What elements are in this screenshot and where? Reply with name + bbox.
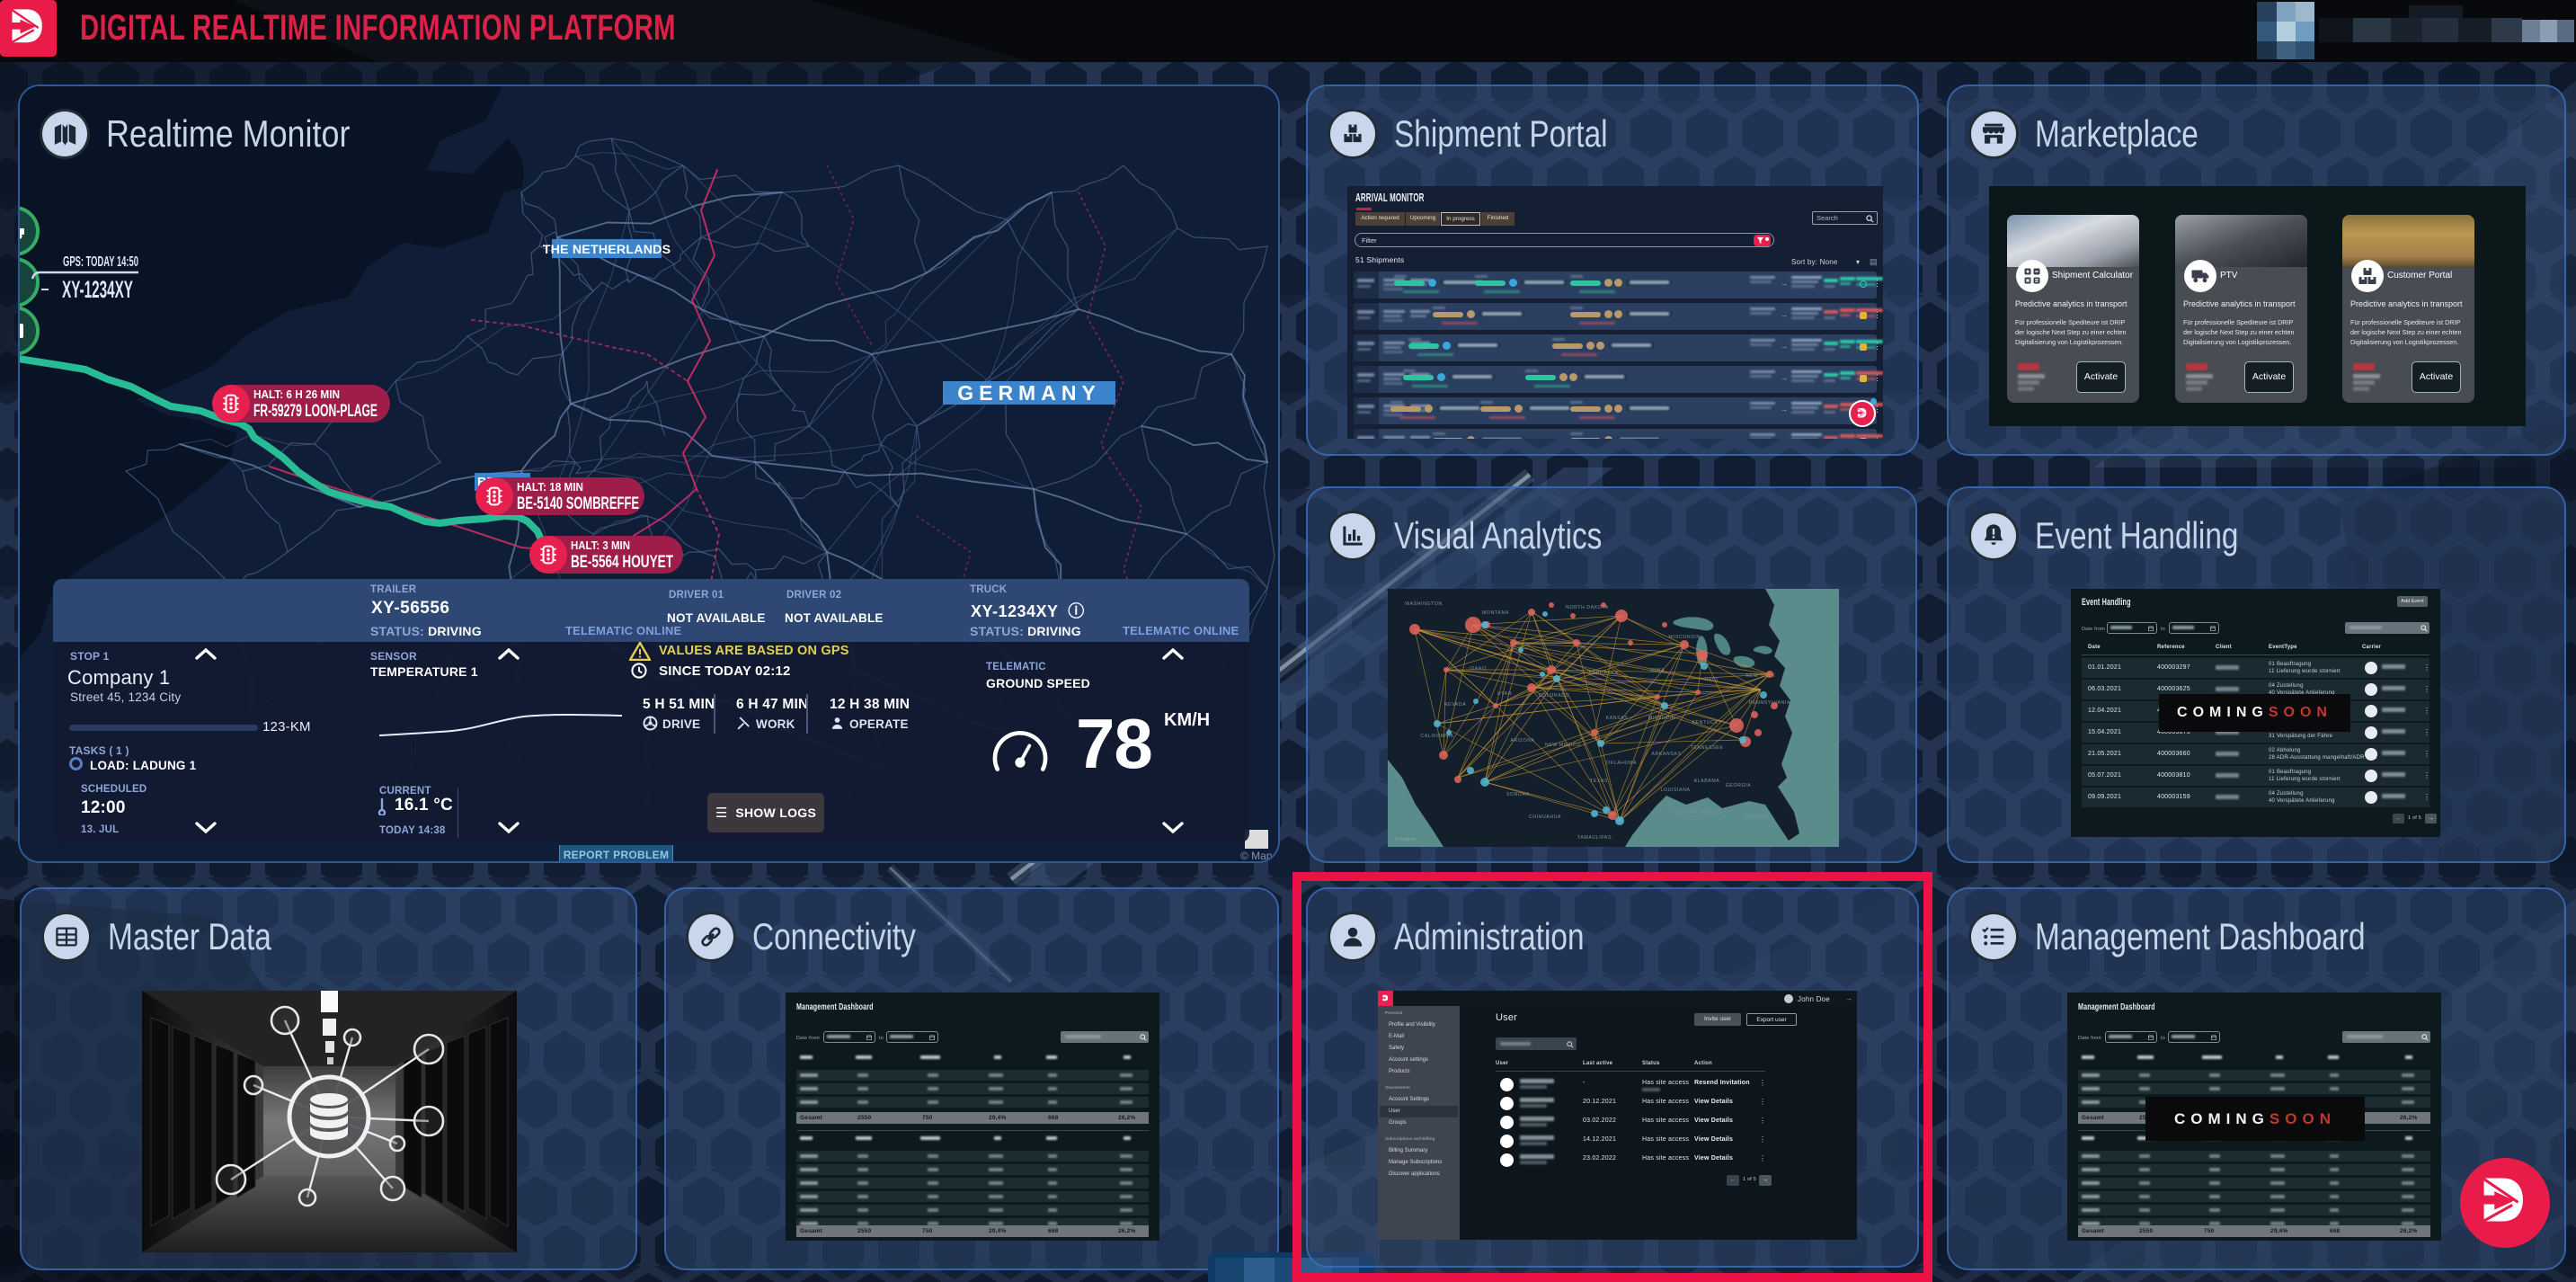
svg-text:NEW MEXICO: NEW MEXICO <box>1545 743 1581 748</box>
svg-text:HALT: 3 MIN: HALT: 3 MIN <box>571 539 630 552</box>
svg-text:?: ? <box>20 271 21 293</box>
svg-text:OHIO: OHIO <box>1704 677 1719 682</box>
svg-text:FR-59279 LOON-PLAGE: FR-59279 LOON-PLAGE <box>253 402 378 421</box>
svg-text:CHIHUAHUA: CHIHUAHUA <box>1529 815 1561 820</box>
svg-text:NEW YORK: NEW YORK <box>1746 673 1776 679</box>
svg-text:GPS: TODAY 14:50: GPS: TODAY 14:50 <box>63 254 138 270</box>
svg-text:GEORGIA: GEORGIA <box>1726 783 1751 788</box>
svg-text:NEBRASKA: NEBRASKA <box>1588 671 1618 676</box>
svg-text:ARKANSAS: ARKANSAS <box>1651 752 1681 757</box>
svg-text:GERMANY: GERMANY <box>957 381 1101 405</box>
svg-text:KENTUCKY: KENTUCKY <box>1692 720 1721 726</box>
svg-text:KANSAS: KANSAS <box>1606 716 1629 721</box>
svg-text:GULF OF MEXICO: GULF OF MEXICO <box>1674 810 1722 815</box>
svg-text:© mapbox: © mapbox <box>1395 836 1416 842</box>
svg-text:IOWA: IOWA <box>1650 668 1665 673</box>
svg-text:ARIZONA: ARIZONA <box>1510 738 1534 743</box>
svg-text:FLORIDA: FLORIDA <box>1745 815 1769 820</box>
svg-text:SONORA: SONORA <box>1506 792 1530 797</box>
svg-text:MONTANA: MONTANA <box>1482 610 1509 616</box>
svg-text:PENNSYLVANIA: PENNSYLVANIA <box>1749 700 1790 706</box>
svg-text:LOUISIANA: LOUISIANA <box>1660 788 1690 793</box>
svg-text:WISCONSIN: WISCONSIN <box>1668 635 1700 640</box>
svg-text:NORTH DAKOTA: NORTH DAKOTA <box>1566 605 1609 610</box>
svg-text:BE-5140 SOMBREFFE: BE-5140 SOMBREFFE <box>517 494 639 513</box>
svg-text:ALABAMA: ALABAMA <box>1694 779 1720 784</box>
svg-text:THE NETHERLANDS: THE NETHERLANDS <box>543 243 671 257</box>
svg-text:COLORADO: COLORADO <box>1539 693 1570 699</box>
svg-text:© Map: © Map <box>1240 850 1273 861</box>
svg-text:TENNESSEE: TENNESSEE <box>1691 745 1724 751</box>
svg-text:CALIFORNIA: CALIFORNIA <box>1420 734 1453 739</box>
svg-text:OKLAHOMA: OKLAHOMA <box>1606 761 1637 766</box>
svg-text:TAMAULIPAS: TAMAULIPAS <box>1577 835 1612 841</box>
svg-text:IDAHO: IDAHO <box>1469 666 1486 672</box>
svg-text:UTAH: UTAH <box>1497 691 1512 697</box>
svg-text:XY-1234XY: XY-1234XY <box>62 276 133 303</box>
svg-text:BE-5564 HOUYET: BE-5564 HOUYET <box>571 553 673 572</box>
svg-text:WASHINGTON: WASHINGTON <box>1405 601 1442 607</box>
svg-text:HALT: 6 H 26 MIN: HALT: 6 H 26 MIN <box>253 387 340 401</box>
svg-text:HALT: 18 MIN: HALT: 18 MIN <box>517 480 583 494</box>
